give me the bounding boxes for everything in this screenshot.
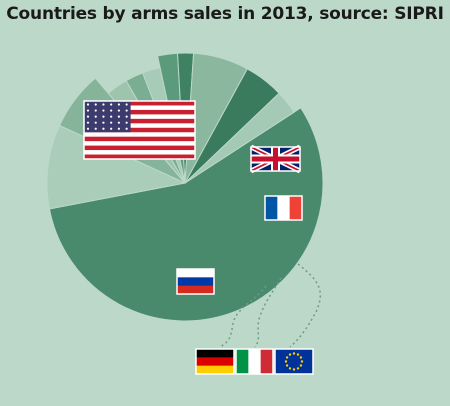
eu-flag-icon bbox=[274, 348, 314, 375]
leader-line bbox=[219, 285, 267, 348]
france-flag-icon bbox=[264, 195, 303, 221]
pie-slice-other-4 bbox=[184, 92, 295, 184]
pie-slice-uk bbox=[46, 124, 187, 210]
leader-line bbox=[289, 263, 321, 348]
uk-flag-icon bbox=[249, 144, 302, 174]
germany-flag-icon bbox=[195, 348, 235, 375]
italy-flag-icon bbox=[235, 348, 274, 375]
chart-title: Countries by arms sales in 2013, source:… bbox=[6, 4, 444, 24]
usa-flag-icon bbox=[83, 100, 196, 160]
leader-line bbox=[254, 277, 282, 348]
russia-flag-icon bbox=[176, 268, 215, 295]
